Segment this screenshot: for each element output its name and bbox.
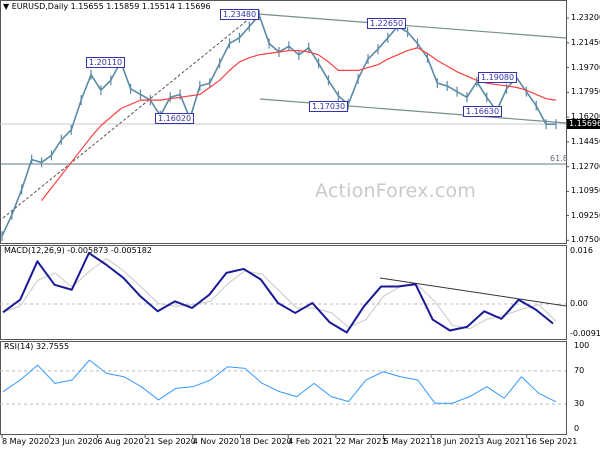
annotation-high-4: 1.19080	[478, 72, 518, 83]
price-axis-label: 1.14450	[571, 136, 600, 146]
price-axis-label: 1.23200	[571, 13, 600, 22]
high-value: 1.15859	[106, 2, 140, 11]
dashed-trend-line	[2, 13, 256, 219]
current-price-label: 1.15696	[567, 119, 600, 129]
date-axis-label: 22 Mar 2021	[335, 437, 387, 446]
main-panel-frame	[0, 0, 567, 244]
date-axis-label: 4 Feb 2021	[288, 437, 333, 446]
rsi-line	[2, 359, 557, 404]
price-axis-label: 1.10950	[571, 186, 600, 196]
open-value: 1.15655	[70, 2, 104, 11]
macd-main-line	[2, 252, 554, 334]
rsi-label: RSI(14) 32.7555	[4, 342, 70, 351]
annotation-high-3: 1.22650	[367, 18, 407, 29]
low-value: 1.15514	[141, 2, 175, 11]
date-axis-label: 4 Nov 2020	[192, 437, 239, 446]
rsi-axis-label: 0	[574, 424, 580, 433]
macd-trend-line	[379, 277, 567, 307]
price-axis-label: 1.19700	[571, 62, 600, 72]
price-axis-label: 1.12700	[571, 161, 600, 171]
date-axis-label: 18 Jun 2021	[431, 437, 480, 446]
date-axis-label: 5 May 2021	[383, 437, 431, 446]
rsi-panel-frame	[0, 341, 567, 435]
date-axis-label: 6 Aug 2020	[97, 437, 144, 446]
date-axis-label: 18 Dec 2020	[240, 437, 292, 446]
annotation-high-1: 1.20110	[86, 57, 126, 68]
moving-average-line	[41, 47, 557, 202]
date-axis-label: 3 Aug 2021	[479, 437, 526, 446]
price-axis-label: 1.17950	[571, 87, 600, 97]
chart-header: ▼ EURUSD,Daily 1.15655 1.15859 1.15514 1…	[3, 2, 211, 12]
macd-label: MACD(12,26,9) -0.005873 -0.005182	[4, 246, 152, 255]
annotation-low-2: 1.17030	[309, 101, 349, 112]
annotation-low-3: 1.16630	[463, 106, 503, 117]
fib-level-label: 61.8	[550, 154, 568, 163]
macd-panel-frame	[0, 245, 567, 340]
close-value: 1.15696	[177, 2, 211, 11]
date-axis-label: 16 Sep 2021	[526, 437, 578, 446]
rsi-axis-label: 70	[574, 365, 585, 375]
macd-signal-line	[2, 258, 557, 330]
macd-axis-label: 0.00	[570, 299, 588, 308]
macd-axis-label: -0.009116	[570, 329, 600, 339]
rsi-axis-label: 30	[574, 399, 585, 409]
date-axis-label: 23 Jun 2020	[49, 437, 98, 446]
macd-axis-label: 0.016	[570, 246, 593, 256]
symbol-label: EURUSD,Daily	[11, 2, 69, 11]
lower-channel-line	[259, 98, 567, 124]
annotation-high-2: 1.23480	[220, 9, 260, 20]
watermark: ActionForex.com	[315, 180, 476, 202]
price-axis-label: 1.21450	[571, 37, 600, 47]
date-axis-label: 21 Sep 2020	[145, 437, 196, 446]
dropdown-triangle-icon[interactable]: ▼	[3, 2, 10, 11]
annotation-low-1: 1.16020	[155, 113, 195, 124]
rsi-axis-label: 100	[574, 341, 590, 350]
price-axis-label: 1.16200	[571, 112, 600, 122]
upper-channel-line	[257, 13, 567, 39]
date-axis-label: 8 May 2020	[2, 437, 50, 446]
price-axis-label: 1.09250	[571, 210, 600, 220]
